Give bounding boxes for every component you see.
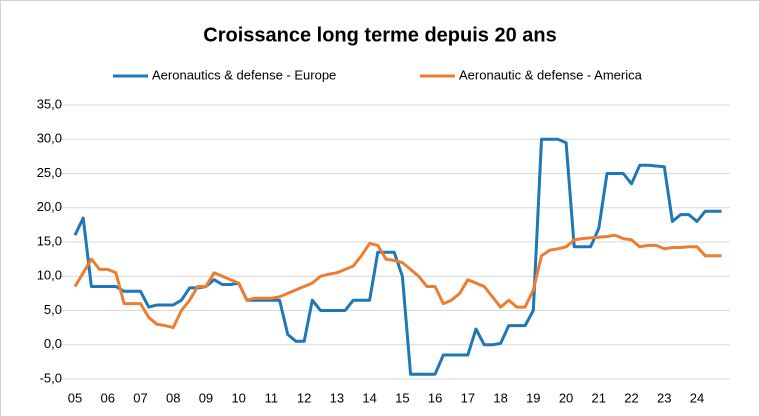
legend-label: Aeronautics & defense - Europe xyxy=(152,67,336,82)
x-tick-label: 19 xyxy=(526,390,540,405)
x-tick-label: 17 xyxy=(461,390,475,405)
y-tick-label: 25,0 xyxy=(37,165,62,180)
x-tick-label: 20 xyxy=(559,390,573,405)
x-tick-label: 08 xyxy=(166,390,180,405)
x-tick-label: 22 xyxy=(624,390,638,405)
x-tick-label: 09 xyxy=(199,390,213,405)
x-tick-label: 24 xyxy=(690,390,704,405)
x-tick-label: 23 xyxy=(657,390,671,405)
x-tick-label: 16 xyxy=(428,390,442,405)
chart-title: Croissance long terme depuis 20 ans xyxy=(203,24,556,46)
x-tick-label: 18 xyxy=(493,390,507,405)
y-tick-label: 30,0 xyxy=(37,131,62,146)
x-tick-label: 13 xyxy=(330,390,344,405)
y-tick-label: 0,0 xyxy=(44,336,62,351)
x-tick-label: 05 xyxy=(68,390,82,405)
y-tick-label: 20,0 xyxy=(37,199,62,214)
y-tick-label: 10,0 xyxy=(37,268,62,283)
x-tick-label: 12 xyxy=(297,390,311,405)
x-tick-label: 06 xyxy=(101,390,115,405)
x-tick-label: 10 xyxy=(231,390,245,405)
x-tick-label: 15 xyxy=(395,390,409,405)
series-line xyxy=(73,137,722,376)
legend-label: Aeronautic & defense - America xyxy=(459,67,643,82)
y-tick-label: 35,0 xyxy=(37,96,62,111)
series-line xyxy=(73,233,722,330)
y-tick-label: 5,0 xyxy=(44,302,62,317)
x-tick-label: 14 xyxy=(362,390,376,405)
x-tick-label: 11 xyxy=(265,390,279,405)
x-tick-label: 07 xyxy=(133,390,147,405)
x-tick-label: 21 xyxy=(592,390,606,405)
y-tick-label: -5,0 xyxy=(40,370,62,385)
y-tick-label: 15,0 xyxy=(37,233,62,248)
